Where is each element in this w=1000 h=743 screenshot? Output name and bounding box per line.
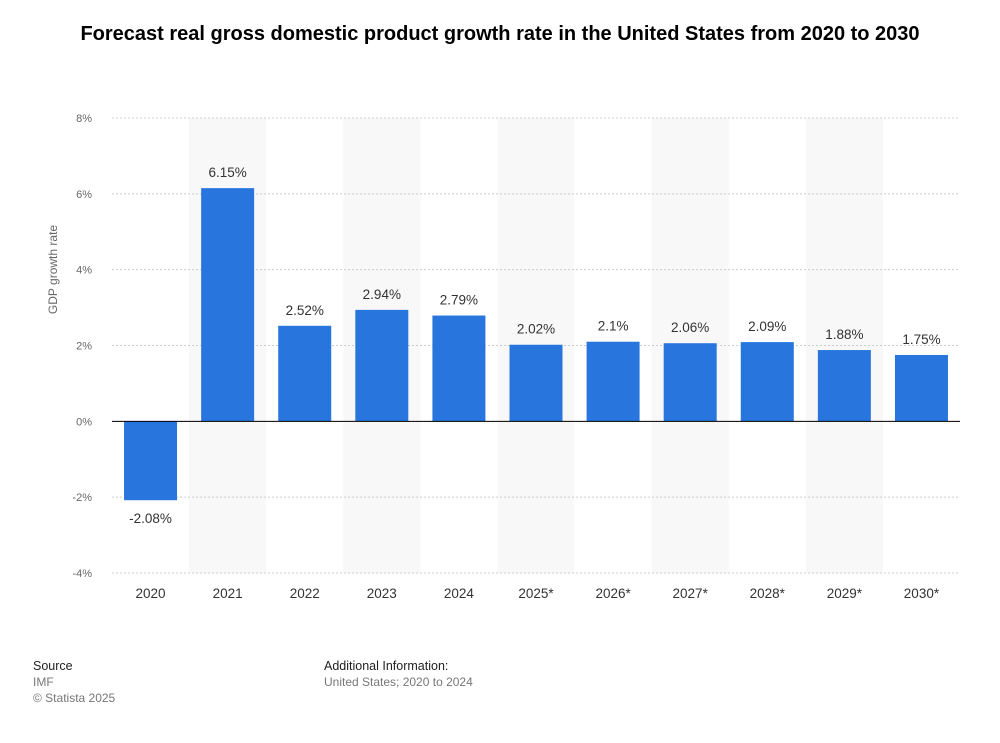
copyright: © Statista 2025	[33, 691, 116, 705]
info-block: Additional Information: United States; 2…	[324, 658, 473, 690]
value-label: 1.75%	[902, 332, 940, 347]
value-label: 2.79%	[440, 293, 478, 308]
y-axis-label: GDP growth rate	[46, 225, 60, 314]
x-tick-label: 2021	[213, 586, 243, 601]
x-tick-label: 2029*	[827, 586, 863, 601]
value-label: 2.1%	[598, 319, 629, 334]
bar	[278, 325, 332, 422]
y-tick-label: 2%	[76, 341, 92, 353]
y-tick-label: -4%	[72, 568, 92, 580]
value-label: 2.06%	[671, 320, 709, 335]
x-tick-label: 2027*	[673, 586, 709, 601]
bar	[124, 421, 178, 501]
x-tick-label: 2024	[444, 586, 475, 601]
x-tick-label: 2026*	[595, 586, 631, 601]
x-tick-label: 2030*	[904, 586, 940, 601]
source-block: Source IMF © Statista 2025	[33, 658, 115, 706]
bar	[355, 309, 409, 422]
y-tick-label: 6%	[76, 189, 92, 201]
bar	[432, 315, 486, 422]
value-label: 2.52%	[286, 303, 324, 318]
info: United States; 2020 to 2024	[324, 675, 473, 689]
y-tick-label: 0%	[76, 416, 92, 428]
chart-title: Forecast real gross domestic product gro…	[80, 23, 920, 45]
bar	[894, 354, 948, 422]
chart: -4% -2% 0% 2% 4% 6% 8% GDP growth rate 2020 -2.08…	[46, 113, 960, 601]
y-tick-label: -2%	[72, 492, 92, 504]
bar	[817, 350, 871, 422]
value-label: 2.94%	[363, 287, 401, 302]
bar	[663, 343, 717, 422]
bar	[201, 188, 255, 422]
x-tick-label: 2025*	[518, 586, 554, 601]
value-label: 2.02%	[517, 322, 555, 337]
value-label: 6.15%	[208, 165, 246, 180]
value-label: 1.88%	[825, 327, 863, 342]
x-tick-label: 2023	[367, 586, 397, 601]
y-tick-label: 4%	[76, 265, 92, 277]
value-label: -2.08%	[129, 511, 172, 526]
source: IMF	[33, 675, 54, 689]
x-tick-label: 2028*	[750, 586, 786, 601]
y-tick-label: 8%	[76, 113, 92, 125]
x-tick-label: 2022	[290, 586, 320, 601]
bar	[740, 342, 794, 422]
bar	[509, 344, 563, 422]
info-heading: Additional Information:	[324, 659, 449, 673]
x-tick-label: 2020	[136, 586, 166, 601]
value-label: 2.09%	[748, 319, 786, 334]
source-heading: Source	[33, 659, 73, 673]
bar	[586, 341, 640, 422]
